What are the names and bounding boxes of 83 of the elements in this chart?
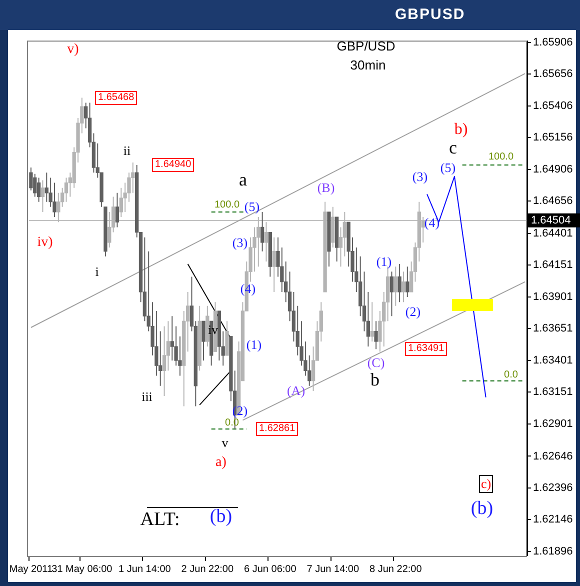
candlestick [334,216,339,262]
y-tick-label: 1.65156 [533,132,573,144]
y-tick-label: 1.62646 [533,450,573,462]
annotation: (4) [424,215,440,231]
annotation: iv) [37,235,53,251]
y-tick-label: 1.63151 [533,386,573,398]
annotation: i [95,264,99,280]
annotation: c [449,138,457,158]
annotation: (b) [210,506,232,528]
x-tick-label: 6 Jun 06:00 [244,564,297,575]
annotation: 30min [350,58,386,72]
annotation: (4) [240,281,256,297]
y-tick-label: 1.64906 [533,163,573,176]
chart-title: GBPUSD [395,6,466,23]
candlestick [225,320,229,356]
annotation: (C) [367,355,385,371]
annotation: (b) [470,498,494,520]
annotation: (1) [376,254,392,270]
y-tick-label: 1.65906 [533,36,573,48]
annotation: ALT: [140,509,180,531]
candlestick [272,236,276,292]
annotation: (3) [412,169,428,185]
ref-line-label: 1.64504 [531,214,571,226]
annotation: 1.62861 [256,422,298,436]
x-tick-label: 2 Jun 22:00 [181,564,234,575]
annotation: (B) [317,180,335,196]
annotation: a [239,170,247,190]
annotation: a) [216,455,226,471]
annotation: 1.63491 [405,342,448,356]
y-tick-label: 1.61896 [533,545,573,558]
y-tick-label: 1.62146 [533,514,573,526]
annotation: v [222,435,228,451]
annotation: (3) [232,235,248,251]
candlestick [170,316,174,362]
annotation: ii [123,143,131,159]
annotation: c) [478,475,494,493]
annotation: 100.0 [488,152,514,162]
candlestick [36,177,41,202]
x-tick-label: 31 May 06:00 [52,564,113,575]
annotation: 1.65468 [95,90,138,105]
candlestick [398,264,402,303]
annotation: 1.64940 [152,158,194,172]
candlestick [202,320,206,362]
candlestick [40,180,45,212]
y-tick-label: 1.65406 [533,100,573,112]
candlestick [217,310,222,362]
annotation: (1) [246,337,262,353]
annotation: 100.0 [214,200,240,210]
annotation: (2) [405,304,421,320]
annotation: iv [208,322,218,338]
candlestick [374,320,378,350]
annotation: (A) [286,383,306,399]
annotation: b) [454,121,468,139]
annotation: b [370,370,380,390]
y-tick-label: 1.65656 [533,68,573,80]
chart-subtitle: GBP/USD [336,38,396,54]
candlestick [260,211,264,252]
candlestick [394,266,398,306]
y-tick-label: 1.64656 [533,195,573,208]
y-tick-label: 1.62901 [533,418,573,430]
y-tick-label: 1.64151 [533,259,573,272]
candlestick [119,187,123,218]
y-tick-label: 1.63651 [533,322,573,335]
annotation: 0.0 [504,370,518,380]
y-tick-label: 1.63901 [533,290,573,303]
x-tick-label: 1 Jun 14:00 [118,564,172,575]
candlestick [327,212,331,268]
candlestick [198,305,202,372]
candlestick [406,266,410,298]
y-tick-label: 1.64401 [533,227,573,240]
y-tick-label: 1.63401 [533,354,573,366]
annotation: v) [67,42,79,58]
candlestick [206,305,210,348]
candlestick [402,271,406,303]
annotation: (5) [244,199,260,215]
y-tick-label: 1.62396 [533,482,573,494]
candlestick [115,192,120,228]
annotation: (5) [440,160,456,176]
x-tick-label: 7 Jun 14:00 [306,564,360,575]
x-tick-label: 8 Jun 22:00 [370,564,422,575]
candlestick [390,271,394,317]
x-tick-label: May 2011 [9,564,53,575]
annotation: iii [142,389,152,405]
